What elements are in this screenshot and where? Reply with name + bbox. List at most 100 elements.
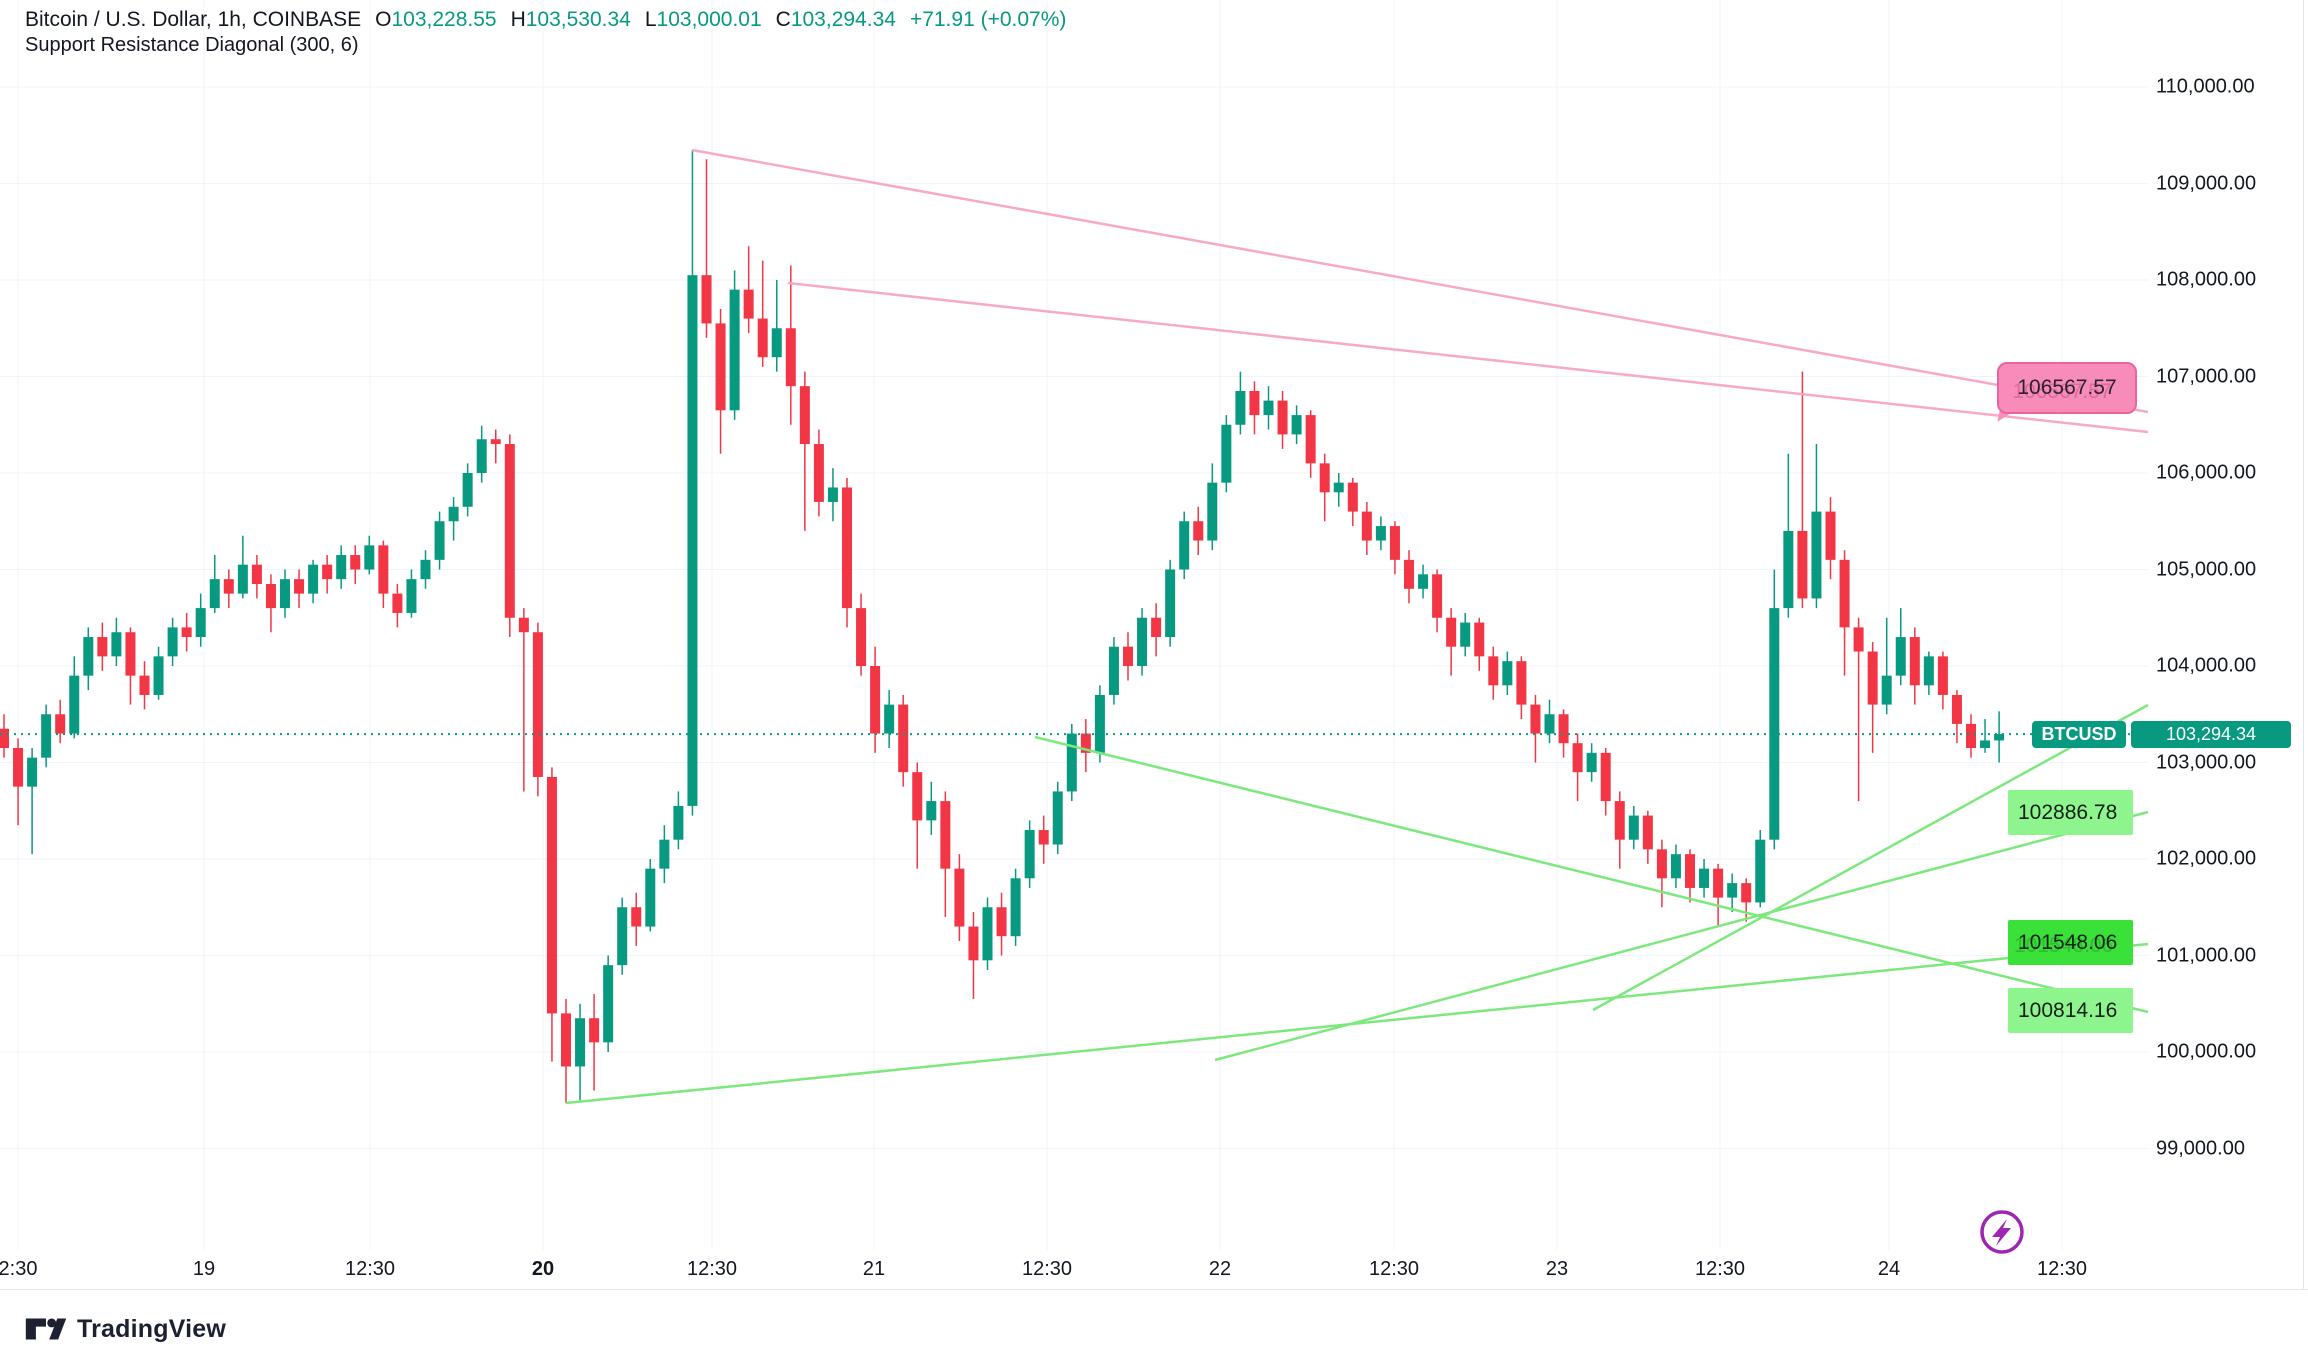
candle-body	[1418, 574, 1429, 589]
candle-body	[97, 637, 108, 657]
candle-body	[715, 323, 726, 411]
candle-body	[1895, 637, 1906, 676]
price-axis-label: 103,000.00	[2156, 751, 2257, 773]
candle-body	[504, 444, 515, 618]
candle-body	[322, 564, 333, 580]
candle-body	[448, 506, 459, 522]
indicator-legend[interactable]: Support Resistance Diagonal (300, 6)	[25, 34, 359, 57]
candle-body	[884, 704, 895, 734]
candle-body	[1263, 400, 1274, 416]
candle-body	[1937, 656, 1948, 695]
candle-body	[799, 386, 810, 445]
candle-body	[1614, 801, 1625, 840]
candle-body	[1544, 714, 1555, 734]
candle-body	[1066, 733, 1077, 792]
candle-body	[1038, 830, 1049, 845]
candle-body	[1558, 714, 1569, 744]
candle-body	[856, 608, 867, 666]
low-label: L	[644, 8, 657, 31]
candle-body	[954, 868, 965, 927]
support-level-badge-mid: 101548.06	[2008, 920, 2133, 965]
time-axis-label: 2:30	[0, 1258, 38, 1280]
candle-body	[1207, 482, 1218, 541]
candle-body	[280, 579, 290, 609]
candle-body	[1980, 740, 1991, 749]
time-axis-label: 21	[862, 1258, 886, 1280]
candle-body	[406, 579, 417, 613]
candle-body	[490, 439, 501, 445]
candle-body	[1670, 854, 1681, 879]
time-axis-label: 12:30	[344, 1258, 396, 1280]
time-axis-label: 24	[1877, 1258, 1901, 1280]
candle-body	[153, 656, 164, 695]
price-axis-label: 108,000.00	[2156, 268, 2257, 291]
lightning-circle-icon	[1980, 1210, 2024, 1254]
symbol-title: Bitcoin / U.S. Dollar, 1h, COINBASE	[25, 8, 362, 31]
candle-body	[1277, 400, 1288, 435]
candle-body	[701, 275, 712, 324]
candle-body	[139, 675, 150, 695]
candle-body	[1432, 574, 1443, 618]
candle-body	[336, 555, 347, 580]
candle-body	[771, 328, 782, 358]
candle-body	[1347, 482, 1358, 512]
resistance-1-line	[691, 148, 2149, 414]
candle-body	[69, 675, 80, 734]
candle-body	[1530, 704, 1541, 734]
time-axis-label: 12:30	[686, 1258, 738, 1280]
candle-body	[13, 748, 24, 787]
candle-body	[125, 632, 136, 676]
current-price-badge: 103,294.34	[2131, 721, 2291, 748]
candle-body	[1179, 521, 1190, 570]
candle-body	[1080, 733, 1091, 753]
change-value: +71.91 (+0.07%)	[909, 8, 1067, 31]
candle-body	[209, 579, 220, 609]
time-axis-label: 12:30	[1694, 1258, 1746, 1280]
candle-body	[1151, 617, 1162, 638]
high-value: 103,530.34	[525, 8, 631, 31]
support-level-badge-upper: 102886.78	[2008, 790, 2133, 835]
close-value: 103,294.34	[790, 8, 896, 31]
candle-body	[1291, 415, 1302, 435]
time-axis-label: 20	[531, 1258, 555, 1280]
candle-body	[743, 289, 754, 319]
candle-body	[561, 1013, 571, 1067]
support-4-line	[1592, 703, 2149, 1012]
candle-body	[1685, 854, 1695, 888]
candle-body	[364, 545, 375, 570]
close-label: C	[775, 8, 791, 31]
high-label: H	[510, 8, 526, 31]
candle-body	[1923, 656, 1934, 686]
candle-body	[1389, 526, 1400, 560]
time-axis-label: 23	[1545, 1258, 1569, 1280]
symbol-legend[interactable]: Bitcoin / U.S. Dollar, 1h, COINBASE O103,…	[25, 8, 1066, 32]
candle-body	[926, 801, 937, 821]
candle-body	[1123, 646, 1133, 666]
candle-body	[1024, 830, 1035, 879]
support-level-badge-lower: 100814.16	[2008, 988, 2133, 1033]
candle-body	[1628, 815, 1639, 840]
tradingview-logo[interactable]: TradingView	[25, 1313, 226, 1345]
candle-body	[827, 487, 838, 502]
candle-body	[1193, 521, 1204, 541]
candle-body	[1656, 849, 1667, 879]
price-axis-label: 106,000.00	[2156, 461, 2257, 484]
candle-body	[813, 444, 824, 502]
candle-body	[378, 545, 389, 594]
candle-body	[1713, 868, 1724, 898]
low-value: 103,000.01	[656, 8, 762, 31]
candle-body	[1586, 752, 1597, 773]
candle-body	[392, 593, 403, 613]
price-axis-label: 101,000.00	[2156, 944, 2257, 966]
candle-body	[1361, 511, 1372, 541]
candle-body	[251, 564, 262, 584]
candle-body	[1881, 675, 1892, 705]
price-axis-label: 104,000.00	[2156, 654, 2257, 677]
candle-body	[1249, 390, 1260, 416]
candle-body	[603, 965, 614, 1043]
quick-trade-lightning-button[interactable]	[1978, 1208, 2026, 1256]
candle-body	[729, 289, 740, 411]
candle-body	[27, 757, 38, 787]
